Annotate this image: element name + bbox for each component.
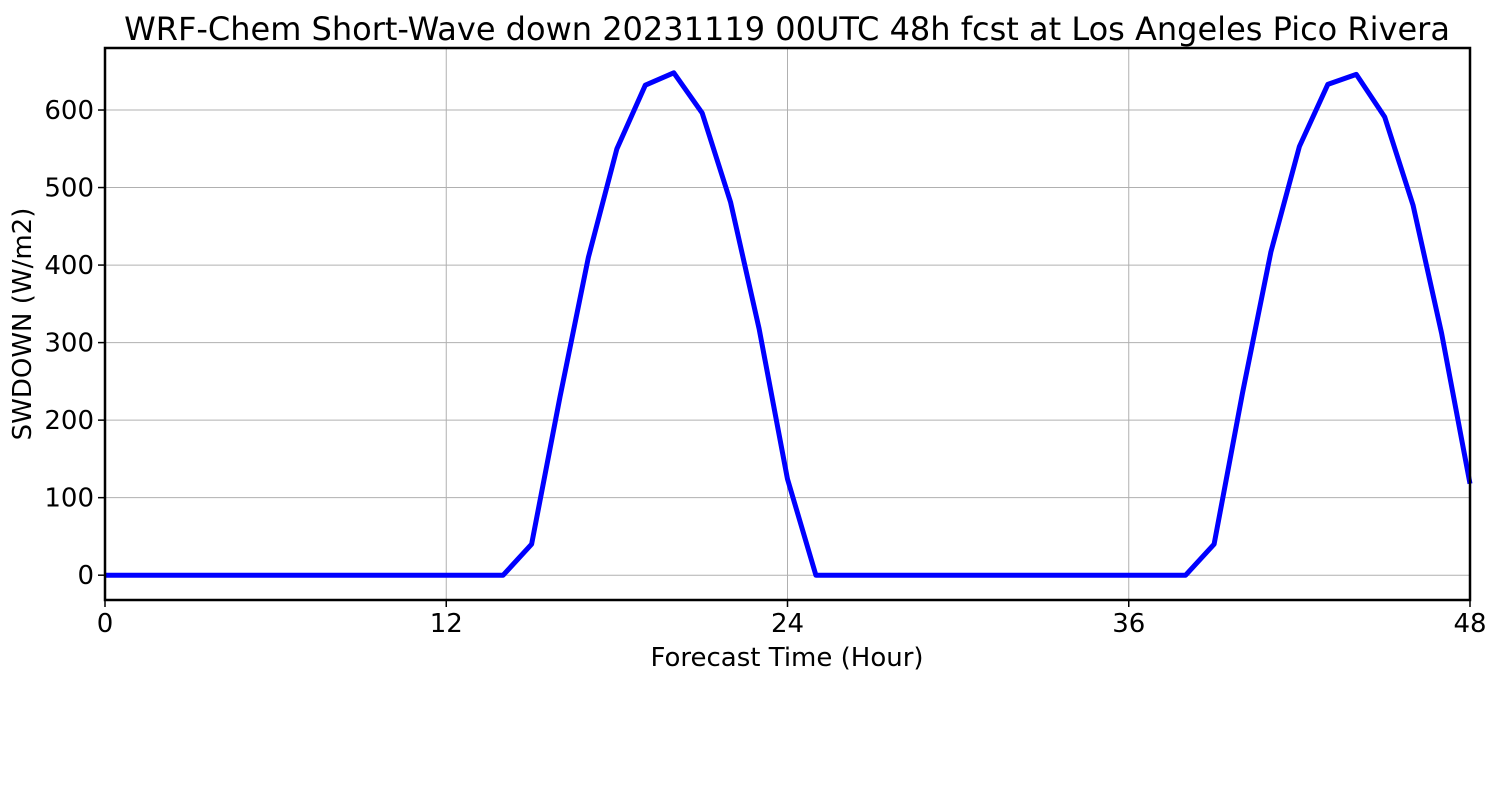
grid-lines bbox=[104, 48, 1471, 600]
x-tick-label: 36 bbox=[1112, 609, 1145, 639]
chart-title: WRF-Chem Short-Wave down 20231119 00UTC … bbox=[124, 10, 1450, 48]
y-tick-label: 200 bbox=[44, 406, 94, 436]
y-tick-label: 400 bbox=[44, 251, 94, 281]
y-tick-label: 0 bbox=[77, 561, 94, 591]
x-tick-label: 48 bbox=[1453, 609, 1486, 639]
series-layer bbox=[105, 70, 1473, 578]
axis-ticks: 0 12 24 36 48 0 100 200 300 400 500 600 bbox=[44, 96, 1486, 639]
y-axis-label: SWDOWN (W/m2) bbox=[8, 208, 38, 441]
y-tick-label: 500 bbox=[44, 174, 94, 204]
x-tick-label: 24 bbox=[771, 609, 804, 639]
y-tick-label: 100 bbox=[44, 484, 94, 514]
x-axis-label: Forecast Time (Hour) bbox=[650, 643, 923, 673]
series-line-0 bbox=[105, 70, 1473, 578]
y-tick-label: 600 bbox=[44, 96, 94, 126]
y-tick-label: 300 bbox=[44, 329, 94, 359]
x-tick-label: 12 bbox=[430, 609, 463, 639]
x-tick-label: 0 bbox=[97, 609, 114, 639]
